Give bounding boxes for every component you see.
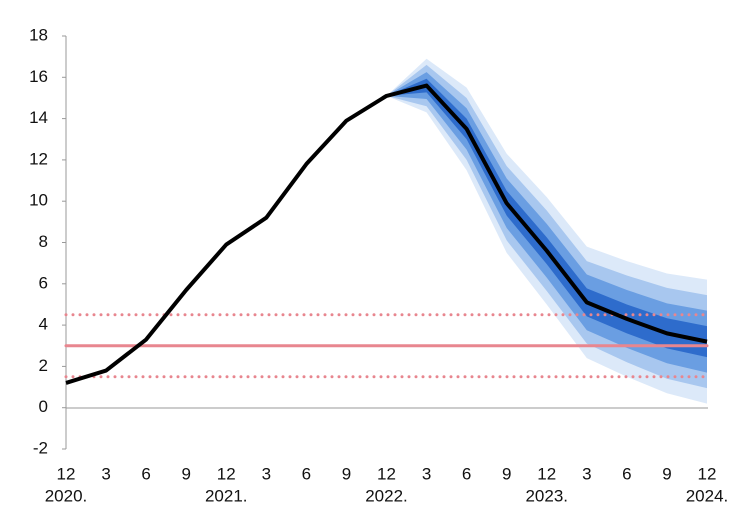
x-tick-label: 12 — [537, 464, 556, 483]
x-tick-label: 6 — [302, 464, 311, 483]
y-tick-label: 4 — [39, 315, 48, 334]
y-tick-label: 8 — [39, 232, 48, 251]
y-tick-label: 16 — [29, 67, 48, 86]
year-label: 2023. — [525, 486, 568, 505]
year-label: 2022. — [365, 486, 408, 505]
y-tick-label: 10 — [29, 191, 48, 210]
x-tick-label: 6 — [141, 464, 150, 483]
x-tick-label: 3 — [101, 464, 110, 483]
line — [65, 83, 708, 385]
y-tick-label: 12 — [29, 149, 48, 168]
x-tick-label: 12 — [57, 464, 76, 483]
x-tick-label: 6 — [462, 464, 471, 483]
x-tick-label: 9 — [502, 464, 511, 483]
x-tick-label: 9 — [181, 464, 190, 483]
x-tick-label: 6 — [622, 464, 631, 483]
y-tick-label: 6 — [39, 273, 48, 292]
x-tick-label: 12 — [698, 464, 717, 483]
x-tick-label: 9 — [662, 464, 671, 483]
plot: -2 0 2 4 6 8 10 12 14 16 18 12 2020. 3 6 9 12 2021. 3 6 9 12 2… — [29, 25, 728, 505]
fan-band — [386, 72, 707, 373]
x-tick-label: 12 — [377, 464, 396, 483]
y-tick-label: 2 — [39, 356, 48, 375]
x-tick-label: 12 — [217, 464, 236, 483]
x-tick-label: 3 — [262, 464, 271, 483]
year-label: 2024. — [686, 486, 729, 505]
x-tick-label: 9 — [342, 464, 351, 483]
y-tick-label: 14 — [29, 108, 48, 127]
fan-band — [386, 78, 707, 358]
y-tick-label: -2 — [33, 438, 48, 457]
y-tick-label: 0 — [39, 397, 48, 416]
x-tick-label: 3 — [422, 464, 431, 483]
x-tick-label: 3 — [582, 464, 591, 483]
year-label: 2021. — [205, 486, 248, 505]
y-tick-label: 18 — [29, 25, 48, 44]
year-label: 2020. — [45, 486, 88, 505]
